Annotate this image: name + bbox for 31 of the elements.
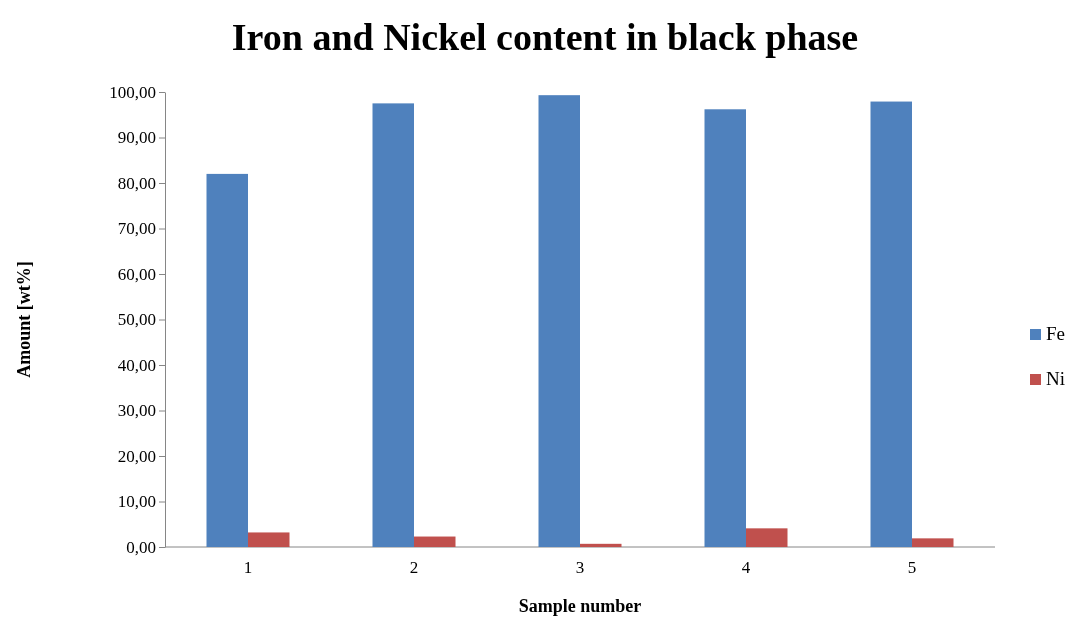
bar: [746, 528, 788, 547]
legend-label: Fe: [1046, 323, 1065, 344]
bar: [580, 543, 622, 547]
y-tick-label: 80,00: [117, 173, 156, 193]
bar: [372, 103, 414, 547]
x-tick-label: 1: [243, 558, 253, 578]
bar: [704, 109, 746, 547]
legend-label: Ni: [1046, 368, 1065, 389]
x-tick-label: 3: [575, 558, 585, 578]
x-tick-label: 5: [907, 558, 917, 578]
y-tick-label: 30,00: [117, 401, 156, 421]
y-tick-label: 0,00: [126, 537, 156, 557]
x-tick-label: 2: [409, 558, 419, 578]
bar: [538, 95, 580, 547]
x-axis-title: Sample number: [518, 596, 642, 616]
bar: [206, 173, 248, 547]
y-tick-label: 60,00: [117, 264, 156, 284]
y-tick-label: 10,00: [117, 492, 156, 512]
y-tick-label: 70,00: [117, 219, 156, 239]
chart-title: Iron and Nickel content in black phase: [231, 16, 859, 58]
bar: [912, 538, 954, 547]
y-tick-label: 100,00: [109, 82, 156, 102]
x-tick-label: 4: [741, 558, 751, 578]
y-tick-label: 40,00: [117, 355, 156, 375]
bar: [248, 532, 290, 547]
y-tick-label: 50,00: [117, 310, 156, 330]
bar: [414, 536, 456, 547]
y-tick-label: 90,00: [117, 128, 156, 148]
bar: [870, 101, 912, 547]
y-tick-label: 20,00: [117, 446, 156, 466]
y-axis-title: Amount [wt%]: [14, 261, 34, 378]
